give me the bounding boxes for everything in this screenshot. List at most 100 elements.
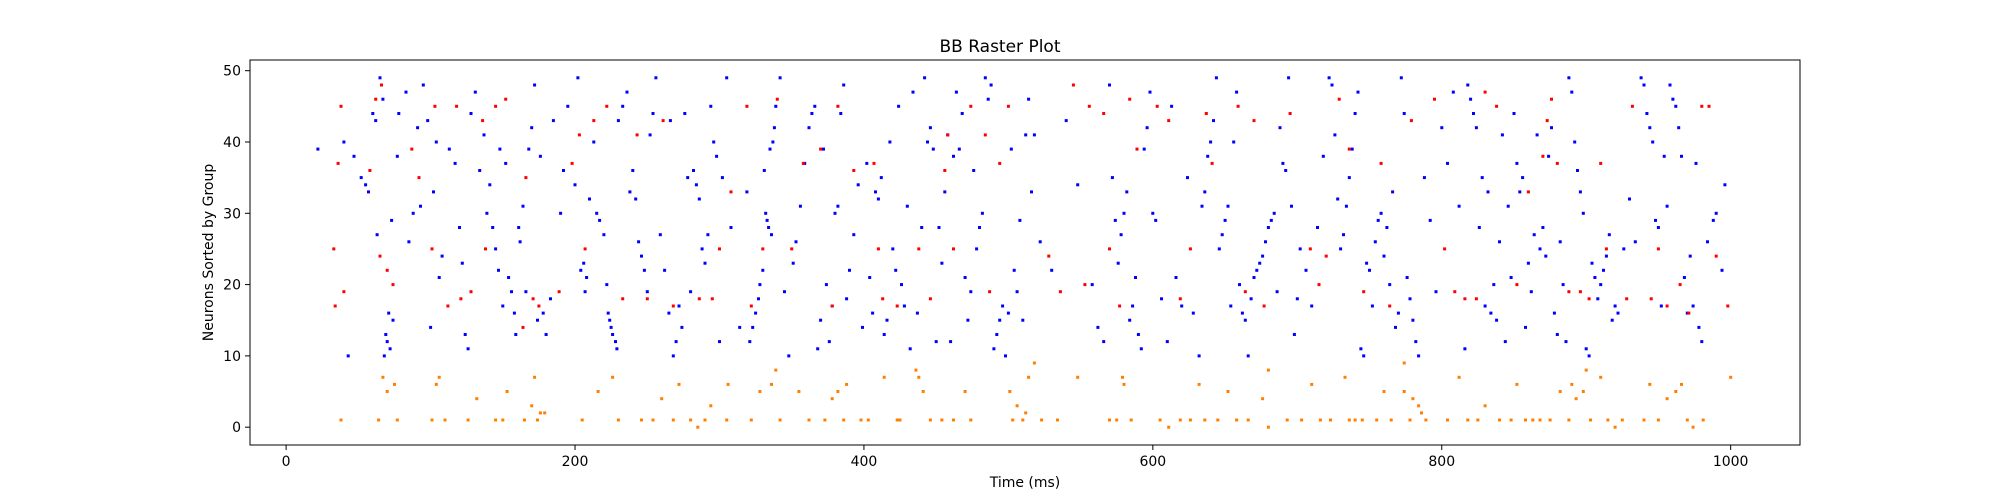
spike-point [1391,190,1395,194]
spike-point [482,133,486,137]
spike-point [1587,354,1591,358]
spike-point [1389,418,1393,422]
spike-point [434,140,438,144]
spike-point [1209,140,1213,144]
spike-point [346,354,350,358]
spike-point [940,418,944,422]
spike-point [577,133,581,137]
spike-point [764,211,768,215]
spike-point [859,418,863,422]
spike-point [1365,261,1369,265]
spike-point [1558,240,1562,244]
spike-point [827,340,831,344]
spike-point [680,325,684,329]
spike-point [706,233,710,237]
spike-point [1353,418,1357,422]
spike-point [1474,297,1478,301]
spike-point [1382,254,1386,258]
spike-point [410,147,414,151]
spike-point [1480,176,1484,180]
spike-point [1285,418,1289,422]
spike-point [1027,97,1031,101]
spike-point [689,290,693,294]
spike-point [609,325,613,329]
spike-point [1687,311,1691,315]
spike-point [1604,247,1608,251]
spike-point [696,425,700,429]
spike-point [585,276,589,279]
spike-point [1604,254,1608,258]
spike-point [1714,254,1718,258]
spike-point [611,333,615,336]
spike-point [1593,276,1597,279]
spike-point [1707,104,1711,108]
spike-point [1564,340,1568,344]
spike-point [1376,218,1380,222]
spike-point [645,297,649,301]
spike-point [1321,154,1325,158]
spike-point [668,119,672,123]
spike-point [1174,276,1178,279]
spike-point [381,375,385,379]
spike-point [1613,425,1617,429]
spike-point [963,276,967,279]
spike-point [770,382,773,386]
spike-point [1492,283,1496,287]
spike-point [1590,261,1594,265]
spike-point [469,112,473,115]
spike-point [378,76,382,80]
spike-point [333,304,337,308]
spike-point [1379,211,1383,215]
spike-point [1483,404,1487,408]
spike-point [1275,290,1279,294]
spike-point [1191,311,1195,315]
spike-point [1229,304,1233,308]
spike-point [576,76,580,80]
spike-point [397,112,401,115]
spike-point [845,382,849,386]
x-axis-label: Time (ms) [989,475,1061,491]
spike-point [602,233,606,237]
spike-point [1616,311,1620,315]
y-axis: 0 10 20 30 40 50 [223,64,250,436]
spike-point [385,340,389,344]
spike-point [1422,176,1426,180]
spike-point [1570,90,1574,94]
spike-point [1220,233,1224,237]
spike-point [404,90,408,94]
spike-point [460,261,464,265]
spike-point [1495,104,1499,108]
spike-point [570,161,574,165]
spike-point [677,382,681,386]
spike-point [1223,218,1227,222]
spike-point [1405,276,1409,279]
spike-point [1333,133,1337,137]
spike-point [1347,418,1351,422]
spike-point [1121,375,1124,379]
spike-point [1515,382,1519,386]
spike-point [1330,83,1334,87]
spike-point [879,176,883,180]
spike-point [559,211,563,215]
spike-point [1633,240,1637,244]
spike-point [845,297,849,301]
spike-point [1680,154,1683,158]
spike-point [963,390,967,393]
spike-point [1004,354,1007,358]
spike-point [342,290,346,294]
spike-point [1362,354,1366,358]
spike-point [1076,183,1080,187]
spike-point [573,183,577,187]
spike-point [1599,375,1603,379]
spike-point [882,375,886,379]
spike-point [1541,154,1545,158]
spike-point [1428,218,1432,222]
spike-point [881,297,885,301]
spike-point [385,390,389,393]
spike-point [1310,304,1314,308]
spike-point [813,104,817,108]
spike-point [382,354,386,358]
spike-point [1550,97,1553,101]
spike-point [388,347,392,351]
spike-point [1642,83,1646,87]
